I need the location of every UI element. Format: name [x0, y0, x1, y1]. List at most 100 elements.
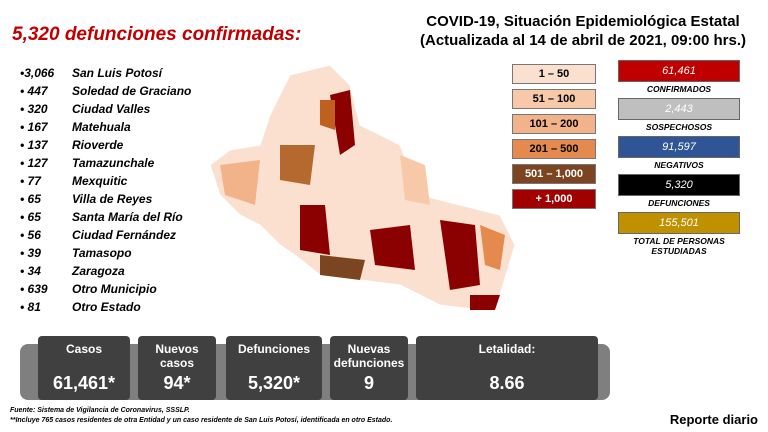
municipality-row: • 81 Otro Estado: [20, 298, 191, 316]
municipality-row: • 639 Otro Municipio: [20, 280, 191, 298]
legend-item: 51 – 100: [512, 89, 596, 109]
map-region: [330, 90, 355, 155]
map-base: [209, 64, 516, 311]
legend-item: 101 – 200: [512, 114, 596, 134]
stat-label: CONFIRMADOS: [646, 84, 712, 94]
municipality-row: • 320 Ciudad Valles: [20, 100, 191, 118]
municipality-name: Ciudad Fernández: [72, 228, 177, 242]
map-region: [480, 225, 505, 270]
municipality-name: Zaragoza: [72, 264, 125, 278]
footnotes: Fuente: Sistema de Vigilancia de Coronav…: [10, 406, 392, 426]
municipality-count: • 167: [20, 120, 48, 134]
map-region: [440, 220, 480, 290]
note: **Incluye 765 casos residentes de otra E…: [10, 417, 393, 424]
summary-value: 9: [363, 373, 374, 393]
stat-value: 155,501: [618, 212, 740, 234]
stat: 61,461 CONFIRMADOS: [618, 60, 740, 94]
map-region: [320, 255, 365, 280]
municipality-row: • 137 Rioverde: [20, 136, 191, 154]
stat: 155,501 TOTAL DE PERSONAS ESTUDIADAS: [618, 212, 740, 256]
state-map: [209, 64, 516, 311]
map-region: [300, 205, 330, 255]
municipality-count: • 137: [20, 138, 48, 152]
municipality-row: • 56 Ciudad Fernández: [20, 226, 191, 244]
municipality-name: Mexquitic: [72, 174, 128, 188]
summary-cell: Defunciones 5,320*: [226, 336, 322, 400]
municipality-name: Ciudad Valles: [72, 102, 151, 116]
headline: 5,320 defunciones confirmadas:: [12, 24, 302, 45]
municipality-count: • 56: [20, 228, 41, 242]
map-region: [220, 160, 260, 205]
stat-value: 61,461: [618, 60, 740, 82]
summary-cell: Letalidad: 8.66: [416, 336, 598, 400]
legend-item: 201 – 500: [512, 139, 596, 159]
municipality-count: • 639: [20, 282, 48, 296]
summary-label: Defunciones: [237, 342, 310, 356]
stat-label: NEGATIVOS: [654, 160, 704, 170]
stat-label: DEFUNCIONES: [648, 198, 710, 208]
legend-item: 1 – 50: [512, 64, 596, 84]
summary-bar: Casos 61,461* Nuevos casos 94* Defunciones 5,…: [20, 336, 610, 400]
municipality-row: • 447 Soledad de Graciano: [20, 82, 191, 100]
municipality-count: • 65: [20, 192, 41, 206]
municipality-count: • 447: [20, 84, 48, 98]
map-region: [280, 145, 315, 185]
municipality-row: • 34 Zaragoza: [20, 262, 191, 280]
stat: 5,320 DEFUNCIONES: [618, 174, 740, 208]
municipality-count: •3,066: [20, 66, 55, 80]
municipality-count: • 77: [20, 174, 41, 188]
municipality-name: Rioverde: [72, 138, 124, 152]
municipality-count: • 81: [20, 300, 41, 314]
map-region: [400, 155, 430, 205]
stat-label: TOTAL DE PERSONAS ESTUDIADAS: [633, 236, 725, 256]
municipality-count: • 127: [20, 156, 48, 170]
map-region: [320, 100, 335, 130]
stat-label: SOSPECHOSOS: [645, 122, 713, 132]
report-label: Reporte diario: [669, 412, 758, 427]
summary-label: Nuevos casos: [155, 342, 199, 370]
municipality-row: • 127 Tamazunchale: [20, 154, 191, 172]
map-region: [370, 225, 415, 270]
summary-cell: Nuevos casos 94*: [138, 336, 216, 400]
title-line: COVID-19, Situación Epidemiológica Estat…: [426, 13, 740, 30]
summary-label: Letalidad:: [478, 342, 536, 356]
municipality-name: Santa María del Río: [72, 210, 183, 224]
municipality-name: San Luis Potosí: [72, 66, 163, 80]
municipality-row: •3,066 San Luis Potosí: [20, 64, 191, 82]
summary-label: Nuevas defunciones: [333, 342, 405, 370]
municipality-row: • 65 Villa de Reyes: [20, 190, 191, 208]
legend-item: + 1,000: [512, 189, 596, 209]
municipality-count: • 39: [20, 246, 41, 260]
municipality-row: • 167 Matehuala: [20, 118, 191, 136]
municipality-name: Villa de Reyes: [72, 192, 153, 206]
municipality-count: • 34: [20, 264, 41, 278]
stat-value: 2,443: [618, 98, 740, 120]
summary-label: Casos: [65, 342, 103, 356]
legend: 1 – 50 51 – 100 101 – 200 201 – 500 501 – 1,…: [512, 64, 596, 214]
municipality-name: Matehuala: [72, 120, 131, 134]
municipality-row: • 77 Mexquitic: [20, 172, 191, 190]
municipality-list: •3,066 San Luis Potosí • 447 Soledad de Gra…: [20, 64, 191, 316]
municipality-name: Soledad de Graciano: [72, 84, 192, 98]
municipality-name: Tamasopo: [72, 246, 132, 260]
municipality-count: • 320: [20, 102, 48, 116]
summary-value: 94*: [163, 373, 191, 393]
municipality-name: Otro Municipio: [72, 282, 157, 296]
map-region: [470, 295, 500, 310]
summary-value: 61,461*: [52, 373, 116, 393]
stat: 91,597 NEGATIVOS: [618, 136, 740, 170]
summary-value: 5,320*: [247, 373, 301, 393]
stat-value: 91,597: [618, 136, 740, 158]
municipality-count: • 65: [20, 210, 41, 224]
source: Fuente: Sistema de Vigilancia de Coronav…: [10, 407, 190, 414]
legend-item: 501 – 1,000: [512, 164, 596, 184]
title: COVID-19, Situación Epidemiológica Estat…: [420, 12, 746, 50]
stats-panel: 61,461 CONFIRMADOS 2,443 SOSPECHOSOS 91,597 N…: [618, 60, 740, 260]
municipality-row: • 39 Tamasopo: [20, 244, 191, 262]
stat-value: 5,320: [618, 174, 740, 196]
stat: 2,443 SOSPECHOSOS: [618, 98, 740, 132]
summary-cell: Nuevas defunciones 9: [330, 336, 408, 400]
municipality-row: • 65 Santa María del Río: [20, 208, 191, 226]
municipality-name: Tamazunchale: [72, 156, 155, 170]
